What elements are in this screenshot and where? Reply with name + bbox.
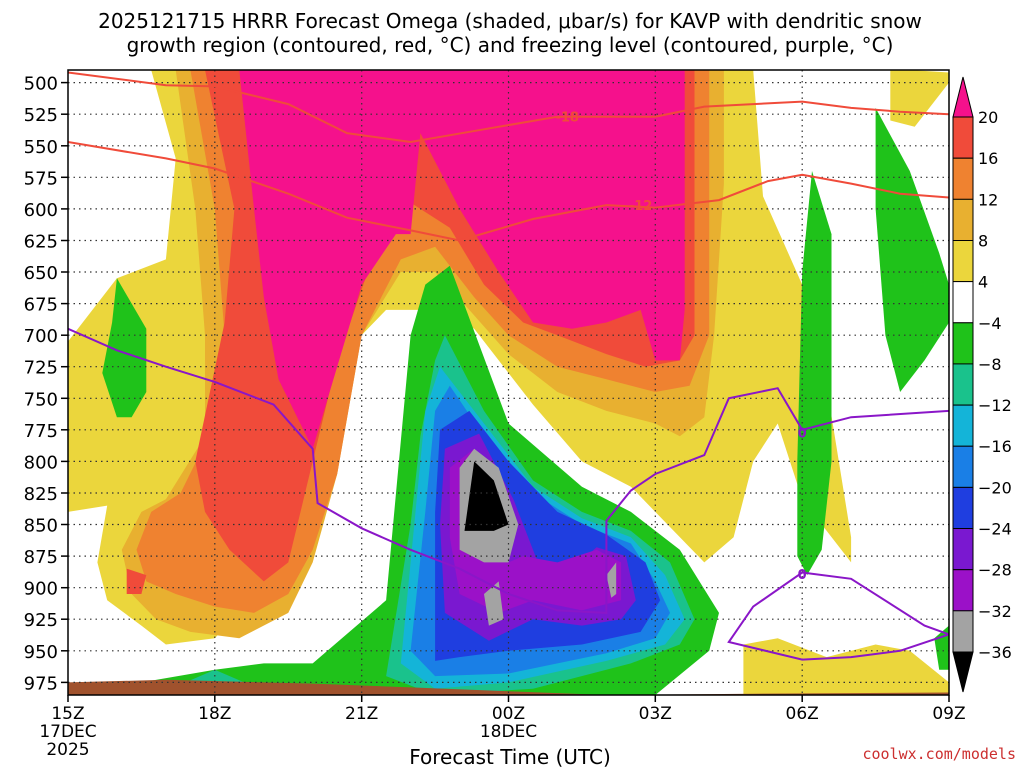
dgz-bottom-contour <box>68 141 949 242</box>
colorbar-label: 16 <box>978 149 998 168</box>
colorbar: 20 16 12 8 4 −4 −8 −12 −16 −20 −24 −28 −32 −36 <box>952 76 1012 693</box>
colorbar-label: −32 <box>978 602 1012 621</box>
colorbar-band <box>952 610 974 653</box>
colorbar-band <box>952 281 974 324</box>
pressure-tick-label: 550 <box>24 137 58 158</box>
colorbar-bottom-arrow <box>952 651 974 693</box>
colorbar-label: −20 <box>978 478 1012 497</box>
pressure-tick-label: 700 <box>24 326 58 347</box>
pressure-tick-label: 600 <box>24 200 58 221</box>
pressure-tick-label: 500 <box>24 74 58 95</box>
neg32-blob-lower <box>484 581 504 626</box>
colorbar-band <box>952 445 974 488</box>
time-tick-label: 21Z <box>345 704 378 724</box>
pressure-tick-label: 775 <box>24 421 58 442</box>
x-axis-label: Forecast Time (UTC) <box>409 745 611 768</box>
time-tick-label: 06Z <box>786 704 819 724</box>
neg4-strip-right <box>875 107 949 393</box>
colorbar-label: −24 <box>978 520 1012 539</box>
freezing-level-contour <box>68 327 949 614</box>
date-tick-label: 17DEC <box>39 722 96 742</box>
pressure-tick-label: 925 <box>24 610 58 631</box>
ground-terrain <box>68 679 949 695</box>
pressure-tick-label: 725 <box>24 358 58 379</box>
colorbar-band <box>952 322 974 365</box>
pressure-tick-label: 825 <box>24 484 58 505</box>
colorbar-top-arrow <box>952 76 974 118</box>
pressure-tick-label: 750 <box>24 389 58 410</box>
colorbar-label: −12 <box>978 396 1012 415</box>
pressure-tick-label: 575 <box>24 168 58 189</box>
dgz-bottom-label: -12 <box>629 199 653 214</box>
neg4-blob-left <box>102 278 147 418</box>
freezing-label-upper: 0 <box>798 426 807 441</box>
colorbar-band <box>952 486 974 530</box>
neg36-core <box>464 461 509 531</box>
colorbar-label: −28 <box>978 561 1012 580</box>
year-tick-label: 2025 <box>46 740 89 760</box>
time-tick-label: 18Z <box>198 704 231 724</box>
colorbar-label: −8 <box>978 355 1002 374</box>
colorbar-band <box>952 157 974 200</box>
contours: -18 -12 0 0 <box>68 71 949 661</box>
watermark: coolwx.com/models <box>862 745 1016 763</box>
colorbar-band <box>952 198 974 242</box>
pressure-tick-label: 950 <box>24 642 58 663</box>
time-tick-label: 00Z <box>492 704 525 724</box>
omega-shaded-field <box>68 70 949 695</box>
dgz-top-label: -18 <box>555 111 579 126</box>
pos20-region <box>239 70 685 449</box>
pos16-blob-left <box>126 568 147 594</box>
dgz-top-contour <box>68 71 949 144</box>
pressure-tick-label: 650 <box>24 263 58 284</box>
pressure-tick-label: 975 <box>24 673 58 694</box>
pressure-tick-label: 875 <box>24 547 58 568</box>
colorbar-label: 8 <box>978 232 988 251</box>
pressure-tick-label: 850 <box>24 516 58 537</box>
colorbar-band <box>952 569 974 612</box>
pressure-tick-label: 800 <box>24 452 58 473</box>
colorbar-label: 12 <box>978 190 998 209</box>
freezing-level-loop <box>727 571 949 661</box>
time-tick-label: 15Z <box>51 704 84 724</box>
colorbar-label: 4 <box>978 273 988 292</box>
colorbar-label: −16 <box>978 437 1012 456</box>
pressure-axis: 500 525 550 575 600 625 650 675 700 725 750 775 800 8… <box>24 74 68 694</box>
freezing-label-lower: 0 <box>798 568 807 583</box>
pressure-tick-label: 525 <box>24 105 58 126</box>
colorbar-band <box>952 240 974 283</box>
colorbar-band <box>952 404 974 447</box>
colorbar-band <box>952 116 974 159</box>
pos4-region-lower-right <box>743 638 949 695</box>
pressure-tick-label: 900 <box>24 579 58 600</box>
chart-title-line1: 2025121715 HRRR Forecast Omega (shaded, … <box>98 9 922 33</box>
pressure-tick-label: 625 <box>24 232 58 253</box>
colorbar-label: −36 <box>978 643 1012 662</box>
colorbar-band <box>952 363 974 406</box>
gridlines <box>68 70 949 695</box>
pressure-tick-label: 675 <box>24 295 58 316</box>
colorbar-band <box>952 528 974 571</box>
colorbar-label: 20 <box>978 108 998 127</box>
neg32-blob-right <box>606 562 617 598</box>
time-tick-label: 03Z <box>639 704 672 724</box>
date-tick-label: 18DEC <box>480 722 537 742</box>
colorbar-label: −4 <box>978 314 1002 333</box>
chart-title-line2: growth region (contoured, red, °C) and f… <box>127 33 894 57</box>
time-tick-label: 09Z <box>932 704 965 724</box>
